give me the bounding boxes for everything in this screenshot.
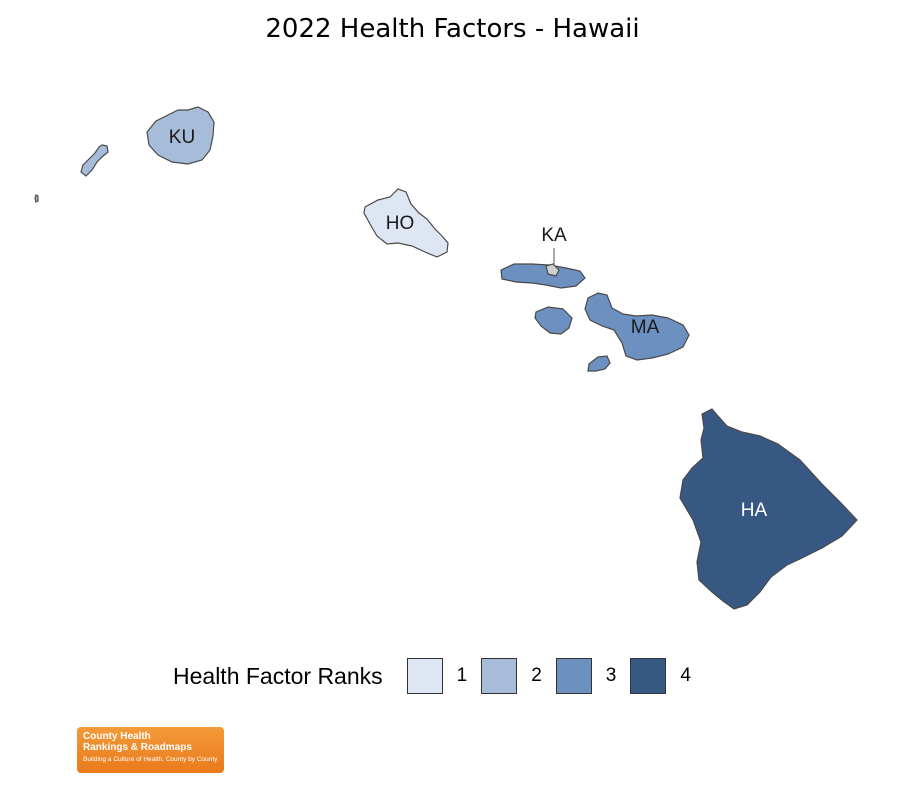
- label-ha: HA: [741, 500, 768, 521]
- county-hawaii[interactable]: [679, 408, 858, 610]
- legend-swatch-1: [406, 658, 443, 694]
- legend-swatch-2: [481, 658, 518, 694]
- oahu-island: [363, 188, 449, 258]
- map-title: 2022 Health Factors - Hawaii: [265, 14, 640, 44]
- legend-item-3: 3: [555, 658, 617, 694]
- legend-label-1: 1: [456, 665, 468, 686]
- maui-island: [584, 292, 690, 361]
- legend-label-4: 4: [680, 665, 691, 686]
- legend: Health Factor Ranks 1 2 3 4: [173, 655, 705, 697]
- county-honolulu[interactable]: [363, 188, 449, 258]
- logo-line-2: Rankings & Roadmaps: [83, 742, 192, 753]
- legend-swatch-4: [630, 658, 667, 694]
- label-ma: MA: [631, 317, 660, 338]
- legend-item-2: 2: [481, 658, 542, 694]
- legend-item-4: 4: [630, 658, 691, 694]
- label-ho: HO: [386, 213, 415, 234]
- molokai-island: [500, 263, 586, 289]
- logo-tagline: Building a Culture of Health, County by …: [83, 756, 218, 763]
- label-ku: KU: [169, 127, 195, 148]
- legend-swatch-3: [555, 658, 592, 694]
- kalawao-peninsula: [545, 263, 560, 277]
- niihau-island: [80, 144, 109, 177]
- lehua-island: [34, 194, 39, 203]
- county-health-rankings-logo: County Health Rankings & Roadmaps Buildi…: [77, 727, 224, 773]
- legend-title: Health Factor Ranks: [173, 662, 383, 689]
- label-ka: KA: [541, 225, 567, 246]
- logo-line-1: County Health: [83, 731, 151, 742]
- legend-label-2: 2: [531, 665, 542, 686]
- county-maui[interactable]: [500, 263, 690, 372]
- kahoolawe-island: [587, 355, 611, 372]
- legend-label-3: 3: [605, 665, 617, 686]
- hawaii-island: [679, 408, 858, 610]
- lanai-island: [534, 306, 573, 335]
- county-kalawao[interactable]: [545, 248, 560, 277]
- legend-item-1: 1: [406, 658, 468, 694]
- kauai-island: [146, 106, 215, 165]
- county-kauai[interactable]: [34, 106, 215, 203]
